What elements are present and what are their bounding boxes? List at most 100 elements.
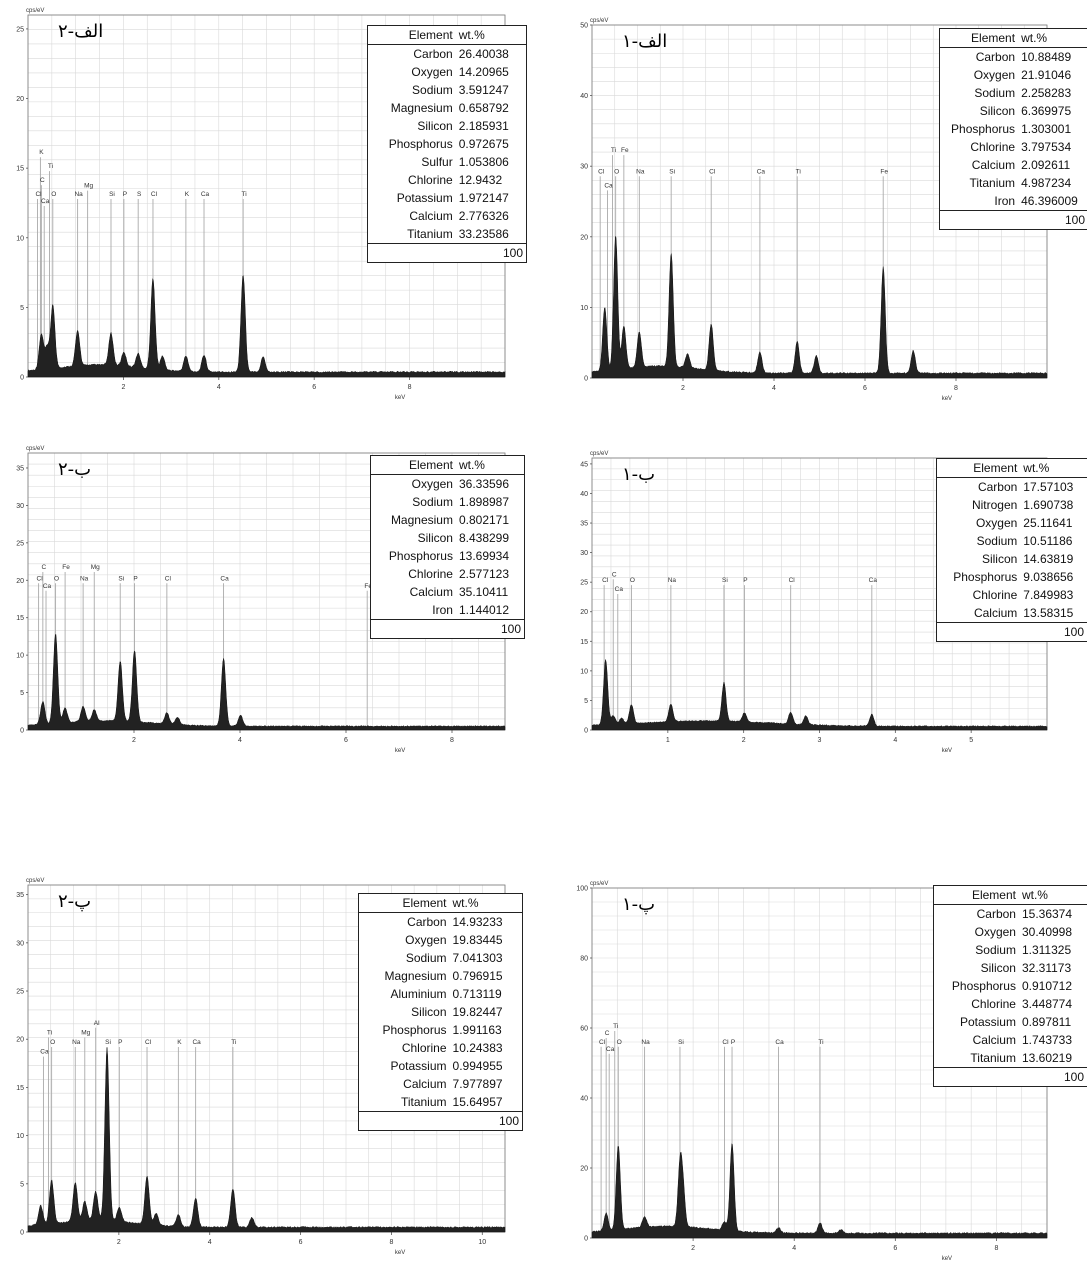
table-row: Potassium 0.994955 xyxy=(359,1057,523,1075)
x-tick-label: 2 xyxy=(117,1239,121,1246)
element-marker-label: Cl xyxy=(598,168,605,175)
element-marker-label: C xyxy=(40,177,45,184)
element-wt: 19.82447 xyxy=(452,1005,503,1019)
element-wt: 17.57103 xyxy=(1023,480,1074,494)
element-name: Magnesium xyxy=(390,513,453,527)
y-tick-label: 10 xyxy=(580,305,588,312)
element-marker-label: Cl xyxy=(145,1039,152,1046)
y-tick-label: 0 xyxy=(584,728,588,735)
element-wt: 2.185931 xyxy=(458,119,509,133)
spectrum-trace xyxy=(591,235,1048,379)
table-header-element: Element xyxy=(358,893,450,913)
table-row: Carbon 10.88489 xyxy=(940,48,1087,67)
element-marker-label: Fe xyxy=(62,564,70,571)
element-wt: 32.31173 xyxy=(1021,961,1072,975)
y-tick-label: 10 xyxy=(580,668,588,675)
element-marker-label: Cl xyxy=(789,577,796,584)
element-name: Chlorine xyxy=(970,140,1016,154)
element-wt: 1.972147 xyxy=(458,191,509,205)
table-row: Sodium 2.258283 xyxy=(940,84,1087,102)
element-wt: 3.797534 xyxy=(1021,140,1072,154)
table-row: Calcium 7.977897 xyxy=(359,1075,523,1093)
element-marker-label: Ti xyxy=(818,1039,823,1046)
x-unit-label: keV xyxy=(942,1256,952,1262)
y-unit-label: cps/eV xyxy=(590,451,608,457)
y-tick-label: 30 xyxy=(580,550,588,557)
x-tick-label: 2 xyxy=(691,1245,695,1252)
element-wt: 2.776326 xyxy=(458,209,509,223)
element-wt: 35.10411 xyxy=(458,585,509,599)
table-total: 100 xyxy=(1018,210,1087,230)
element-marker-label: P xyxy=(743,577,747,584)
table-row: Phosphorus 1.991163 xyxy=(359,1021,523,1039)
element-name: Titanium xyxy=(407,227,453,241)
element-name: Iron xyxy=(994,194,1016,208)
element-name: Carbon xyxy=(977,480,1018,494)
element-wt: 1.311325 xyxy=(1021,943,1072,957)
element-name: Carbon xyxy=(976,907,1016,921)
table-row: Sodium 10.51186 xyxy=(937,532,1087,550)
element-name: Magnesium xyxy=(390,101,453,115)
element-wt: 10.88489 xyxy=(1021,50,1072,64)
total-spacer xyxy=(367,243,456,263)
table-row: Chlorine 3.797534 xyxy=(940,138,1087,156)
total-spacer xyxy=(370,619,456,639)
element-wt: 1.144012 xyxy=(458,603,510,617)
element-name: Oxygen xyxy=(405,933,447,947)
x-tick-label: 4 xyxy=(208,1239,212,1246)
element-marker-label: Ti xyxy=(231,1039,236,1046)
element-name: Sodium xyxy=(412,83,453,97)
x-tick-label: 4 xyxy=(772,385,776,392)
x-tick-label: 2 xyxy=(121,384,125,391)
table-row: Titanium 33.23586 xyxy=(368,225,527,244)
y-tick-label: 15 xyxy=(16,1085,24,1092)
element-marker-label: C xyxy=(612,571,617,578)
x-tick-label: 4 xyxy=(238,737,242,744)
table-header-element: Element xyxy=(939,28,1019,48)
y-tick-label: 5 xyxy=(20,305,24,312)
element-marker-label: Si xyxy=(678,1039,684,1046)
table-row: Phosphorus 0.972675 xyxy=(368,135,527,153)
element-marker-label: C xyxy=(605,1030,610,1037)
table-row: Chlorine 10.24383 xyxy=(359,1039,523,1057)
element-marker-label: Na xyxy=(636,168,645,175)
element-name: Titanium xyxy=(400,1095,447,1109)
table-row: Silicon 19.82447 xyxy=(359,1003,523,1021)
element-name: Potassium xyxy=(959,1015,1016,1029)
element-name: Phosphorus xyxy=(951,122,1016,136)
element-marker-label: K xyxy=(177,1039,182,1046)
element-name: Potassium xyxy=(390,1059,447,1073)
element-marker-label: Si xyxy=(105,1039,111,1046)
x-unit-label: keV xyxy=(942,396,952,402)
element-name: Silicon xyxy=(417,119,453,133)
table-row: Carbon 26.40038 xyxy=(368,45,527,64)
x-unit-label: keV xyxy=(942,748,952,754)
element-name: Phosphorus xyxy=(953,570,1018,584)
table-header-wt: wt.% xyxy=(455,25,527,45)
element-name: Chlorine xyxy=(401,1041,447,1055)
element-name: Phosphorus xyxy=(388,549,453,563)
table-row: Magnesium 0.802171 xyxy=(371,511,525,529)
y-tick-label: 10 xyxy=(16,1133,24,1140)
y-tick-label: 80 xyxy=(580,956,588,963)
y-tick-label: 30 xyxy=(16,940,24,947)
x-tick-label: 6 xyxy=(344,737,348,744)
x-unit-label: keV xyxy=(395,748,405,754)
element-wt: 0.994955 xyxy=(452,1059,503,1073)
element-wt: 0.910712 xyxy=(1021,979,1073,993)
y-tick-label: 5 xyxy=(20,690,24,697)
element-wt: 12.9432 xyxy=(458,173,503,187)
table-row: Phosphorus 9.038656 xyxy=(937,568,1087,586)
y-tick-label: 60 xyxy=(580,1026,588,1033)
y-tick-label: 10 xyxy=(16,235,24,242)
spectrum-trace xyxy=(27,1047,506,1233)
table-total: 100 xyxy=(449,1111,523,1131)
table-total: 100 xyxy=(455,619,525,639)
table-header-wt: wt.% xyxy=(1018,28,1087,48)
element-wt: 10.51186 xyxy=(1023,534,1073,548)
grid xyxy=(27,452,506,731)
element-wt: 1.053806 xyxy=(458,155,509,169)
element-marker-label: Si xyxy=(118,575,124,582)
element-marker-label: Na xyxy=(80,575,89,582)
x-tick-label: 3 xyxy=(818,737,822,744)
